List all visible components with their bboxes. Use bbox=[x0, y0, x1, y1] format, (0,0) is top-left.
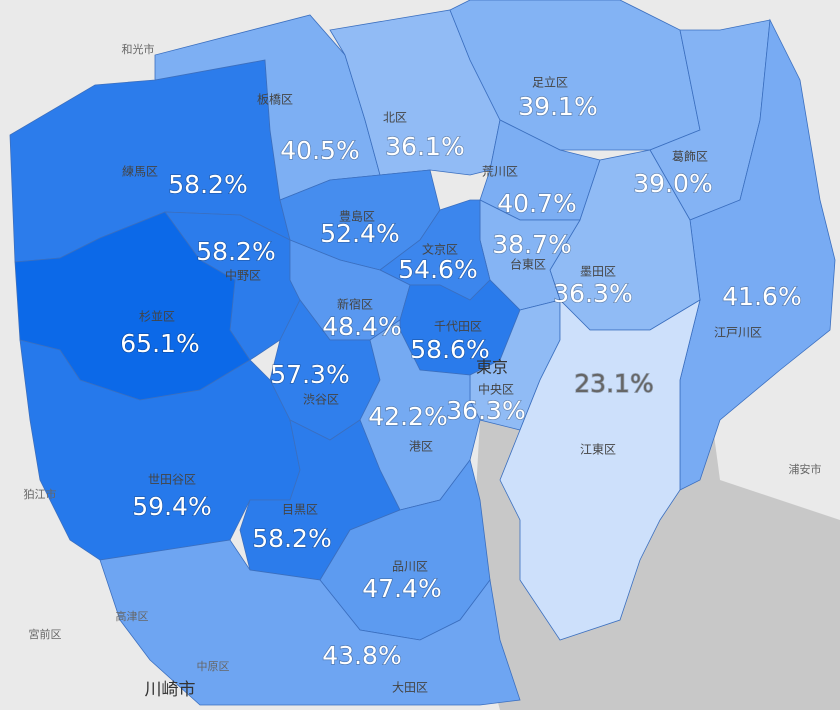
ward-name: 品川区 bbox=[392, 560, 428, 574]
ward-name: 豊島区 bbox=[339, 209, 375, 224]
place-label: 宮前区 bbox=[29, 627, 62, 641]
ward-value: 42.2% bbox=[368, 402, 447, 431]
place-label: 中原区 bbox=[197, 660, 230, 673]
ward-value: 58.6% bbox=[410, 335, 489, 364]
ward-value: 47.4% bbox=[362, 574, 441, 603]
ward-value: 48.4% bbox=[322, 312, 401, 341]
ward-value: 23.1% bbox=[574, 369, 653, 398]
ward-name: 台東区 bbox=[510, 257, 546, 272]
ward-name: 中野区 bbox=[225, 268, 261, 283]
ward-value: 38.7% bbox=[492, 230, 571, 259]
ward-name: 目黒区 bbox=[282, 503, 318, 517]
ward-value: 58.2% bbox=[168, 170, 247, 199]
ward-name: 世田谷区 bbox=[148, 473, 196, 487]
ward-value: 41.6% bbox=[722, 282, 801, 311]
ward-value: 36.3% bbox=[553, 279, 632, 308]
ward-value: 39.1% bbox=[518, 92, 597, 121]
place-label: 高津区 bbox=[116, 609, 149, 623]
ward-name: 墨田区 bbox=[580, 265, 616, 279]
ward-name: 葛飾区 bbox=[672, 150, 708, 164]
ward-name: 板橋区 bbox=[257, 93, 293, 107]
ward-value: 52.4% bbox=[320, 219, 399, 248]
ward-name: 北区 bbox=[383, 111, 407, 125]
ward-area bbox=[99, 539, 521, 706]
place-label: 浦安市 bbox=[789, 462, 822, 476]
place-label: 川崎市 bbox=[145, 680, 196, 700]
ward-name: 渋谷区 bbox=[303, 393, 339, 407]
ward-value: 57.3% bbox=[270, 360, 349, 389]
ward-value: 40.7% bbox=[497, 189, 576, 218]
ward-value: 43.8% bbox=[322, 641, 401, 670]
ward-value: 39.0% bbox=[633, 169, 712, 198]
ward-name: 港区 bbox=[409, 440, 433, 454]
ward-value: 40.5% bbox=[280, 136, 359, 165]
ward-value: 58.2% bbox=[196, 237, 275, 266]
ward-value: 54.6% bbox=[398, 255, 477, 284]
ward-value: 36.3% bbox=[446, 396, 525, 425]
place-label: 狛江市 bbox=[24, 487, 57, 501]
ward-name: 江東区 bbox=[580, 443, 616, 457]
ward-name: 新宿区 bbox=[337, 297, 373, 312]
place-label: 東京 bbox=[476, 358, 508, 377]
ward-value: 36.1% bbox=[385, 132, 464, 161]
ward-value: 65.1% bbox=[120, 329, 199, 358]
place-label: 和光市 bbox=[122, 42, 155, 56]
ward-name: 足立区 bbox=[532, 75, 568, 90]
ward-name: 杉並区 bbox=[139, 310, 175, 324]
ward-area bbox=[499, 299, 701, 641]
wards bbox=[9, 0, 836, 706]
ward-name: 荒川区 bbox=[482, 165, 518, 179]
ward-name: 文京区 bbox=[422, 242, 458, 257]
ward-name: 中央区 bbox=[478, 382, 514, 397]
ward-name: 大田区 bbox=[392, 681, 428, 695]
ward-value: 58.2% bbox=[252, 524, 331, 553]
ward-name: 練馬区 bbox=[122, 165, 158, 179]
ward-name: 千代田区 bbox=[434, 320, 482, 334]
labels: 練馬区 58.2% 板橋区 40.5% 北区 36.1% 足立区 39.1% 葛飾区 39.0% 荒… bbox=[24, 42, 822, 700]
ward-value: 59.4% bbox=[132, 492, 211, 521]
ward-name: 江戸川区 bbox=[714, 326, 762, 340]
